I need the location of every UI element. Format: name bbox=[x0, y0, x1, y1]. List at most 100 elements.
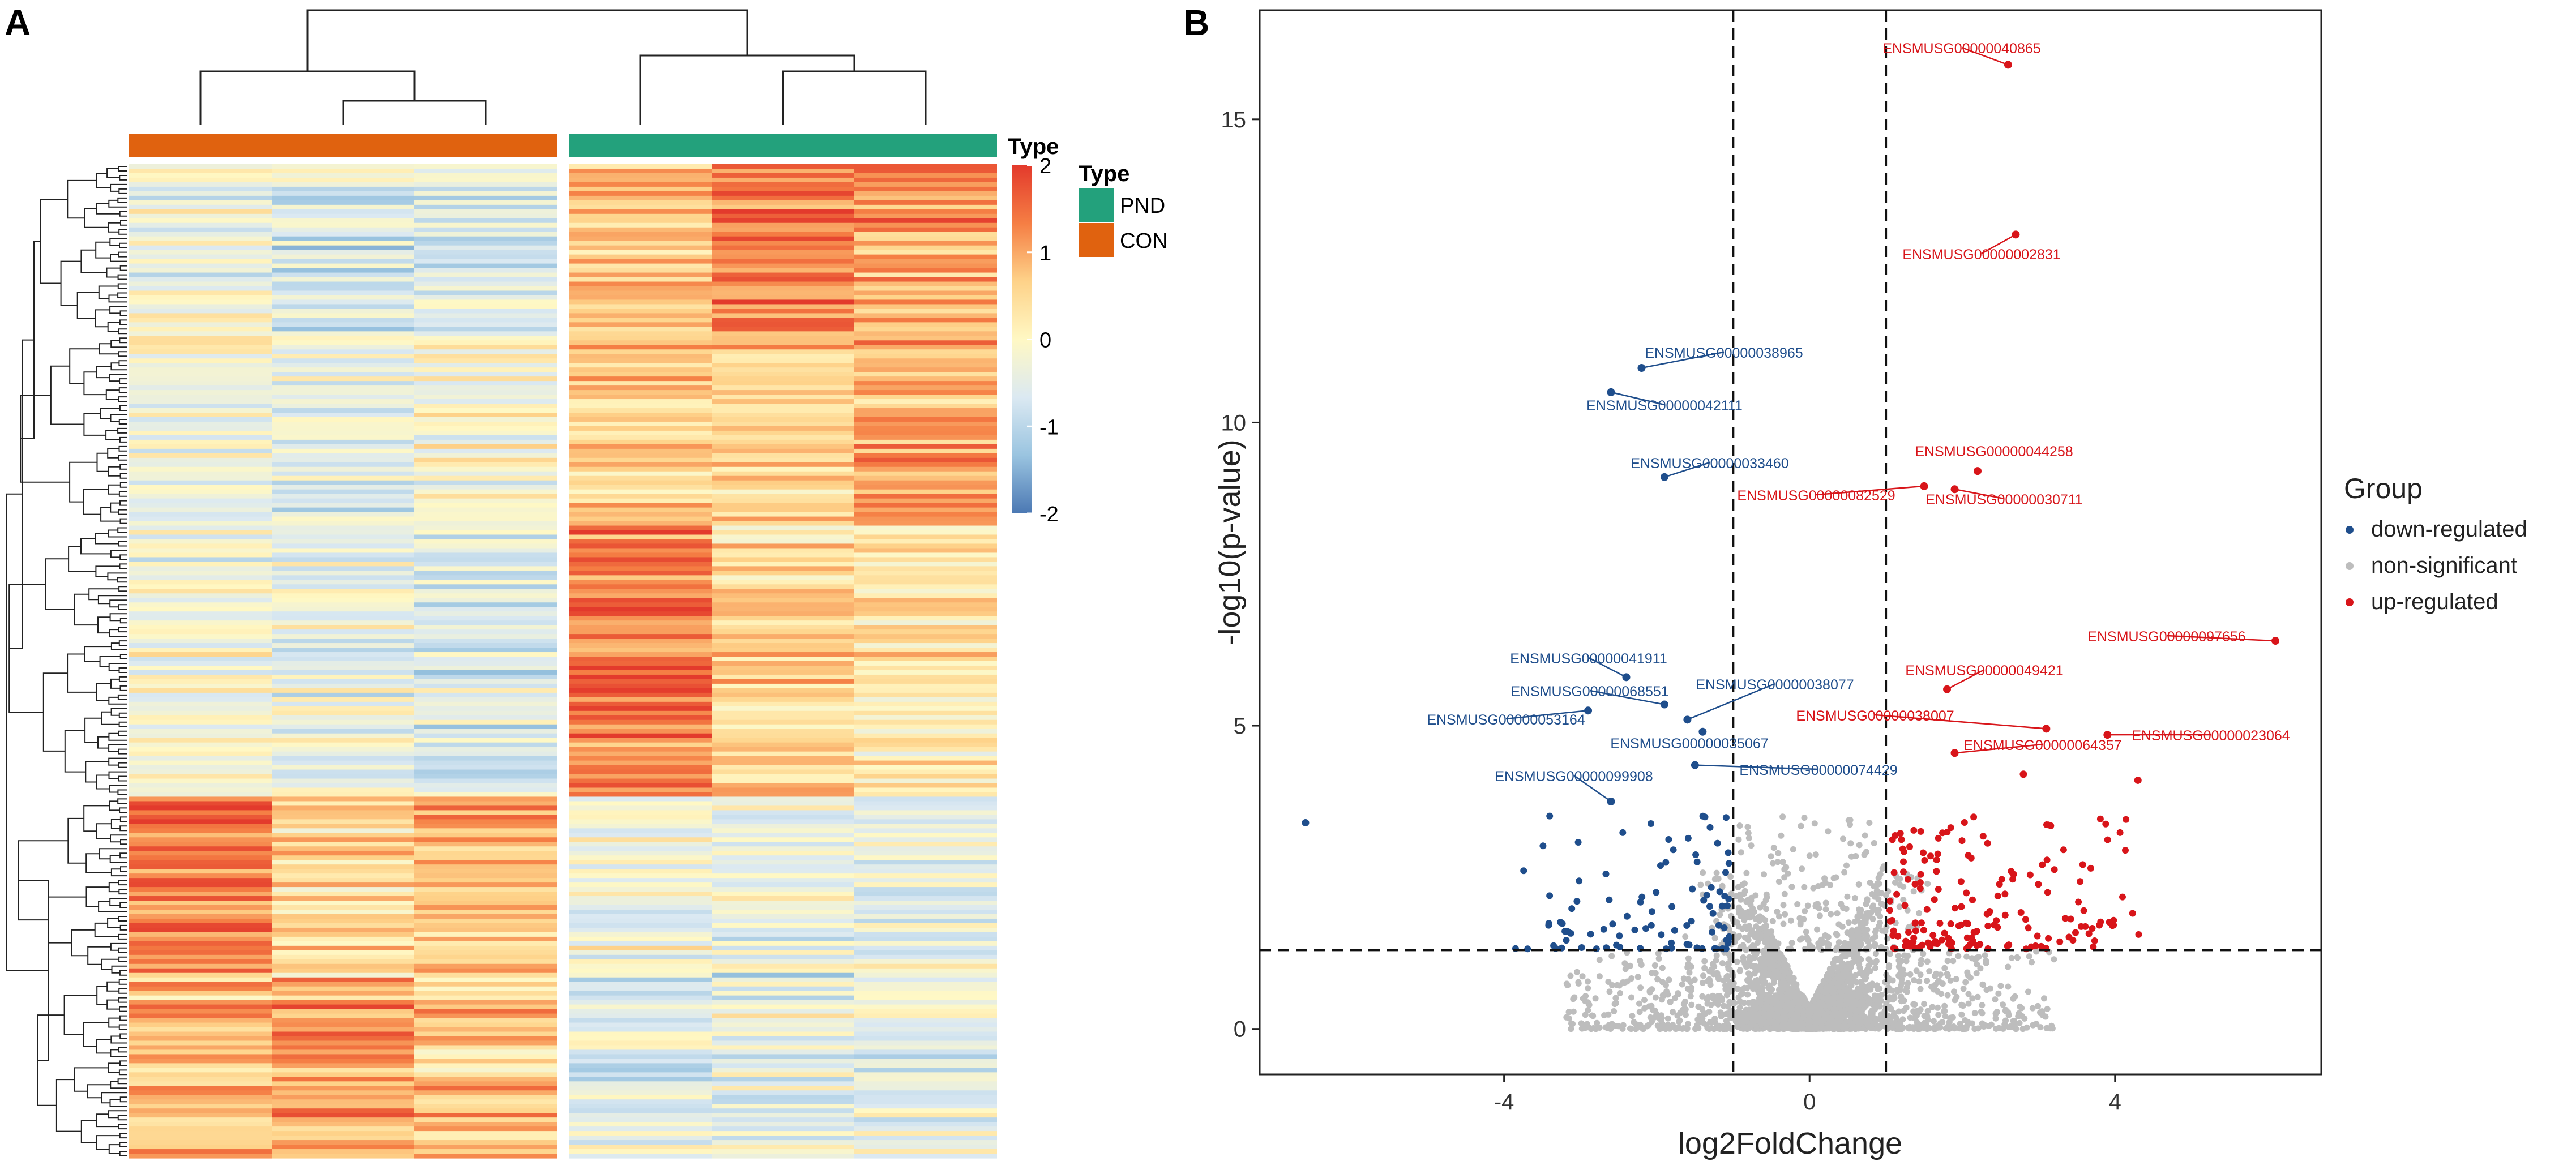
heatmap-cell bbox=[414, 733, 557, 739]
point-non-significant bbox=[1854, 915, 1861, 922]
heatmap-cell bbox=[129, 566, 272, 571]
heatmap-cell bbox=[712, 318, 854, 323]
heatmap-cell bbox=[129, 218, 272, 224]
point-down-regulated bbox=[1638, 893, 1646, 901]
heatmap-cell bbox=[414, 778, 557, 784]
heatmap-cell bbox=[569, 598, 712, 603]
heatmap-cell bbox=[569, 1126, 712, 1132]
heatmap-cell bbox=[129, 485, 272, 490]
heatmap-cell bbox=[414, 245, 557, 251]
point-non-significant bbox=[1825, 1023, 1832, 1030]
point-down-regulated bbox=[1658, 931, 1665, 939]
heatmap-cell bbox=[854, 236, 997, 242]
heatmap-cell bbox=[569, 643, 712, 648]
point-non-significant bbox=[1813, 1002, 1820, 1009]
heatmap-cell bbox=[272, 833, 414, 838]
heatmap-cell bbox=[854, 1104, 997, 1109]
heatmap-cell bbox=[272, 878, 414, 883]
dendrogram-branch bbox=[117, 527, 127, 533]
heatmap-cell bbox=[414, 936, 557, 942]
point-non-significant bbox=[1965, 1000, 1972, 1007]
heatmap-cell bbox=[129, 742, 272, 748]
heatmap-cell bbox=[272, 774, 414, 779]
heatmap-cell bbox=[129, 186, 272, 192]
heatmap-cell bbox=[129, 683, 272, 689]
dendrogram-branch bbox=[106, 981, 119, 992]
point-non-significant bbox=[1827, 1003, 1833, 1010]
point-non-significant bbox=[1951, 1025, 1958, 1032]
heatmap-cell bbox=[854, 263, 997, 269]
colorbar-tick-label: -2 bbox=[1039, 503, 1059, 526]
point-up-regulated bbox=[2072, 929, 2079, 936]
heatmap-cell bbox=[569, 927, 712, 933]
heatmap-cell bbox=[129, 1027, 272, 1032]
heatmap-cell bbox=[854, 769, 997, 775]
heatmap-cell bbox=[129, 1009, 272, 1014]
dendrogram-branch bbox=[55, 1079, 82, 1132]
point-down-regulated bbox=[1561, 928, 1569, 935]
point-non-significant bbox=[1860, 926, 1867, 932]
point-up-regulated bbox=[1894, 932, 1902, 940]
heatmap-cell bbox=[129, 236, 272, 242]
point-non-significant bbox=[1902, 987, 1909, 994]
point-up-regulated bbox=[2027, 943, 2035, 950]
point-non-significant bbox=[1616, 990, 1623, 996]
heatmap-cell bbox=[272, 309, 414, 314]
heatmap-cell bbox=[272, 245, 414, 251]
point-up-regulated bbox=[1921, 856, 1928, 864]
heatmap-cell bbox=[414, 1059, 557, 1064]
heatmap-cell bbox=[712, 304, 854, 310]
heatmap-cell bbox=[569, 439, 712, 445]
heatmap-cell bbox=[272, 657, 414, 662]
point-non-significant bbox=[1736, 822, 1743, 829]
point-non-significant bbox=[2010, 995, 2017, 1002]
heatmap-cell bbox=[569, 1081, 712, 1086]
heatmap-cell bbox=[569, 950, 712, 956]
point-non-significant bbox=[1869, 904, 1876, 911]
point-non-significant bbox=[1774, 859, 1781, 865]
point-up-regulated bbox=[1933, 856, 1940, 863]
point-non-significant bbox=[1744, 961, 1751, 967]
heatmap-cell bbox=[414, 828, 557, 833]
point-non-significant bbox=[1762, 933, 1769, 940]
heatmap-cell bbox=[414, 747, 557, 752]
point-non-significant bbox=[1585, 985, 1591, 992]
point-up-regulated bbox=[1976, 941, 1984, 948]
heatmap-cell bbox=[272, 1068, 414, 1073]
heatmap-cell bbox=[569, 589, 712, 594]
point-non-significant bbox=[1585, 999, 1591, 1006]
point-non-significant bbox=[1978, 1009, 1984, 1016]
point-non-significant bbox=[1851, 957, 1858, 963]
point-non-significant bbox=[1684, 964, 1691, 971]
heatmap-cell bbox=[569, 259, 712, 264]
point-down-regulated bbox=[1648, 922, 1655, 929]
heatmap-cell bbox=[712, 512, 854, 517]
point-non-significant bbox=[1714, 993, 1721, 1000]
dendrogram-branch bbox=[119, 500, 127, 506]
heatmap-cell bbox=[272, 331, 414, 336]
point-non-significant bbox=[1791, 980, 1798, 987]
heatmap-cell bbox=[129, 507, 272, 513]
point-down-regulated bbox=[1662, 859, 1670, 866]
dendrogram-branch bbox=[306, 9, 748, 71]
point-non-significant bbox=[1762, 979, 1768, 986]
point-non-significant bbox=[1895, 957, 1902, 964]
heatmap-cell bbox=[129, 1031, 272, 1037]
heatmap-cell bbox=[129, 1108, 272, 1113]
heatmap-cell bbox=[854, 331, 997, 336]
heatmap-cell bbox=[272, 1126, 414, 1132]
heatmap-cell bbox=[569, 245, 712, 251]
heatmap-cell bbox=[414, 945, 557, 951]
point-non-significant bbox=[1843, 862, 1850, 869]
heatmap-cell bbox=[569, 648, 712, 653]
point-non-significant bbox=[1752, 915, 1759, 922]
point-non-significant bbox=[1863, 901, 1869, 907]
heatmap-cell bbox=[129, 625, 272, 630]
heatmap-cell bbox=[129, 878, 272, 883]
dendrogram-branch bbox=[119, 175, 127, 181]
heatmap-cell bbox=[854, 562, 997, 567]
heatmap-cell bbox=[712, 385, 854, 391]
heatmap-cell bbox=[414, 896, 557, 901]
heatmap-cell bbox=[414, 787, 557, 793]
point-up-regulated bbox=[1890, 869, 1898, 876]
